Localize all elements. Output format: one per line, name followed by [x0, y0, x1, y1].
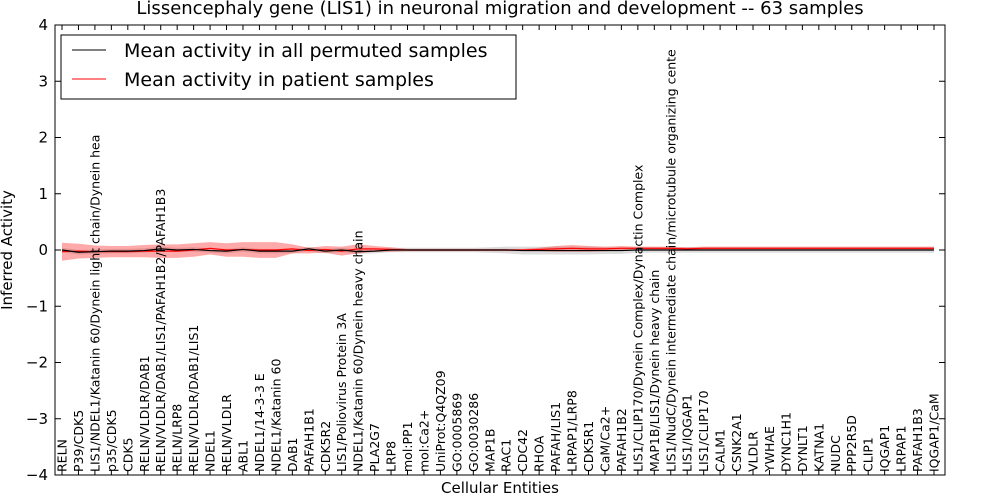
x-tick-label: NDEL1/Katanin 60/Dynein heavy chain: [351, 230, 366, 472]
x-tick-label: RELN/VLDLR/DAB1/LIS1: [186, 325, 201, 472]
legend-label-patient: Mean activity in patient samples: [124, 69, 434, 91]
x-tick-label: PAFAH1B1: [301, 408, 316, 472]
y-tick-label: 4: [38, 16, 48, 34]
x-axis-label: Cellular Entities: [441, 479, 559, 497]
x-tick-label: PAFAH1B3: [910, 408, 925, 472]
series-band-1: [62, 242, 934, 261]
x-tick-label: mol:PP1: [400, 421, 415, 472]
x-tick-label: MAP1B/LIS1/Dynein heavy chain: [647, 270, 662, 472]
x-tick-label: UniProt:Q4QZ09: [433, 370, 448, 472]
x-tick-label: VLDLR: [746, 431, 761, 472]
x-tick-label: RELN/VLDLR/DAB1/LIS1/PAFAH1B2/PAFAH1B3: [153, 189, 168, 472]
plot-frame: [54, 24, 946, 476]
y-tick-label: −2: [26, 354, 48, 372]
x-tick-label: CSNK2A1: [729, 413, 744, 472]
x-tick-label: RELN/VLDLR: [219, 394, 234, 472]
x-tick-label: IQGAP1: [877, 425, 892, 472]
y-tick-label: −4: [26, 466, 48, 484]
x-tick-label: LIS1/NudC/Dynein intermediate chain/micr…: [663, 49, 678, 472]
x-tick-label: P39/CDK5: [71, 410, 86, 472]
y-tick-label: 0: [38, 241, 48, 259]
y-axis-label: Inferred Activity: [0, 190, 16, 310]
legend: Mean activity in all permuted samples Me…: [60, 34, 517, 100]
x-tick-label: LRPAP1: [894, 426, 909, 472]
x-tick-label: YWHAE: [762, 426, 777, 473]
y-tick-label: −3: [26, 410, 48, 428]
x-tick-label: CaM/Ca2+: [597, 406, 612, 472]
x-tick-label: NDEL1/Katanin 60: [268, 359, 283, 472]
chart-title: Lissencephaly gene (LIS1) in neuronal mi…: [136, 0, 863, 19]
x-tick-label: RELN/VLDLR/DAB1: [137, 355, 152, 472]
x-tick-label: GO:0005869: [449, 393, 464, 472]
x-tick-label: NDEL1: [203, 430, 218, 472]
x-tick-label: NDEL1/14-3-3 E: [252, 373, 267, 472]
x-tick-label: PLA2G7: [367, 423, 382, 472]
x-tick-label: CLIP1: [861, 437, 876, 472]
x-tick-label: LRPAP1/LRP8: [565, 390, 580, 472]
x-tick-label: LIS1/Poliovirus Protein 3A: [334, 313, 349, 472]
x-tick-label: RHOA: [532, 435, 547, 472]
x-tick-label: CDK5R1: [581, 421, 596, 472]
x-tick-label: NUDC: [828, 435, 843, 472]
x-tick-label: CDK5R2: [318, 421, 333, 472]
x-tick-label: DYNC1H1: [778, 412, 793, 472]
y-tick-label: 1: [38, 185, 48, 203]
x-tick-label: PPP2R5D: [844, 415, 859, 472]
series-line-0: [61, 248, 934, 253]
legend-box: [60, 34, 517, 100]
x-tick-label: LIS1/CLIP170/Dynein Complex/Dynactin Com…: [630, 165, 645, 472]
x-tick-label: LIS1/CLIP170: [696, 390, 711, 472]
y-tick-label: 3: [38, 72, 48, 90]
x-tick-label: CALM1: [713, 429, 728, 472]
y-tick-label: −1: [26, 297, 48, 315]
x-tick-label: p35/CDK5: [104, 409, 119, 472]
x-tick-label: DAB1: [285, 438, 300, 473]
x-tick-label: mol:Ca2+: [416, 410, 431, 472]
x-tick-label: GO:0030286: [466, 393, 481, 472]
x-tick-label: LIS1/IQGAP1: [680, 394, 695, 472]
x-tick-label: CDC42: [515, 429, 530, 472]
x-tick-label: KATNA1: [811, 423, 826, 472]
x-tick-label: IQGAP1/CaM: [927, 393, 942, 472]
x-tick-label: LIS1/NDEL1/Katanin 60/Dynein light chain…: [87, 135, 102, 472]
x-tick-label: RELN/LRP8: [170, 404, 185, 472]
legend-label-permuted: Mean activity in all permuted samples: [124, 40, 487, 62]
x-tick-label: PAFAH/LIS1: [548, 402, 563, 472]
y-tick-label: 2: [38, 129, 48, 147]
x-tick-label: RAC1: [499, 439, 514, 472]
x-tick-label: ABL1: [235, 440, 250, 472]
x-tick-label: RELN: [55, 439, 70, 472]
x-tick-label: CDK5: [120, 437, 135, 472]
x-tick-label: PAFAH1B2: [614, 408, 629, 472]
x-tick-label: MAP1B: [482, 429, 497, 472]
x-tick-label: LRP8: [384, 441, 399, 472]
x-tick-label: DYNLT1: [795, 425, 810, 472]
